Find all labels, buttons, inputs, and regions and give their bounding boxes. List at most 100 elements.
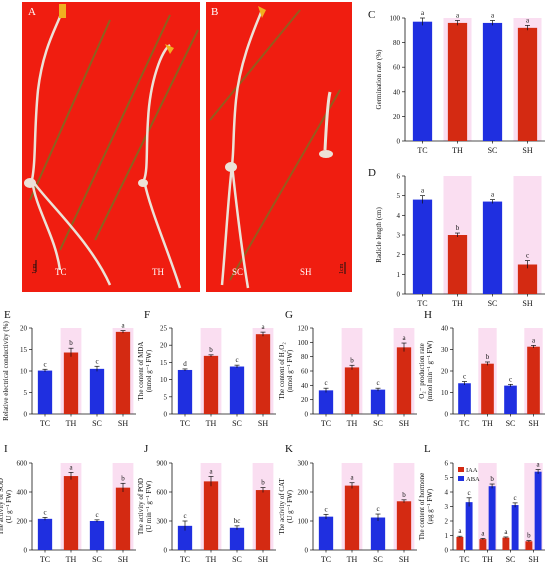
bar-c-1 <box>447 22 468 142</box>
ytick-label-d-3: 3 <box>397 232 401 240</box>
sig-letter-i-1: a <box>69 463 73 471</box>
ylabel2-h: (nmol min⁻¹ g⁻¹ FW) <box>426 340 434 401</box>
sig-letter-i-3: b <box>121 474 125 482</box>
sig-letter-j-2: bc <box>234 517 241 525</box>
ytick-label-l-2: 2 <box>445 518 449 526</box>
bar-h-1 <box>481 363 494 414</box>
xtick-label-k-2: SC <box>373 555 383 564</box>
seedling-sc <box>220 9 264 289</box>
ylabel-f: The content of MDA <box>137 342 145 401</box>
ytick-label-d-4: 4 <box>397 212 401 220</box>
legend-swatch-l-1 <box>458 476 464 481</box>
sig-letter-l-2-0: a <box>504 528 508 536</box>
sig-letter-f-2: c <box>235 356 238 364</box>
ylabel2-g: (nmol g⁻¹ FW) <box>286 349 294 392</box>
chart-j: 0 300 600 900 TC TH SC SH The activity of POD (U … <box>137 460 276 564</box>
xtick-label-c-0: TC <box>417 146 427 155</box>
xtick-label-d-3: SH <box>522 299 532 308</box>
xtick-label-e-1: TH <box>66 419 77 428</box>
sig-letter-l-1-0: a <box>481 529 485 537</box>
bar-l-0-0 <box>456 536 464 550</box>
xtick-label-j-3: SH <box>258 555 268 564</box>
sig-letter-l-2-1: c <box>514 494 517 502</box>
xtick-label-e-2: SC <box>92 419 102 428</box>
bar-c-3 <box>517 27 538 142</box>
ytick-label-h-1: 10 <box>441 389 449 397</box>
ytick-label-g-3: 60 <box>301 368 309 376</box>
bar-i-1 <box>63 476 79 550</box>
photo-label-th: TH <box>152 267 164 277</box>
photo-scale-a: 1cm <box>32 263 38 274</box>
panel-letter-l: L <box>424 443 431 455</box>
chart-l: 0 1 2 3 4 5 6 TC TH SC SH The content of hormone (μg… <box>418 460 545 564</box>
sig-letter-c-1: a <box>456 11 460 19</box>
bar-e-3 <box>115 331 131 414</box>
bar-j-1 <box>203 481 219 550</box>
ytick-label-j-2: 600 <box>157 489 168 497</box>
xtick-label-g-2: SC <box>373 419 383 428</box>
ytick-label-f-1: 5 <box>164 393 168 401</box>
sig-letter-d-3: c <box>526 252 529 260</box>
ytick-label-l-3: 3 <box>445 503 449 511</box>
ytick-label-h-4: 40 <box>441 325 449 333</box>
sig-letter-h-1: b <box>486 353 490 361</box>
xtick-label-k-1: TH <box>347 555 358 564</box>
seedling-tc <box>30 7 112 286</box>
sig-letter-l-0-0: a <box>458 527 462 535</box>
ylabel-j: The activity of POD <box>137 478 145 535</box>
bar-l-3-0 <box>525 541 533 550</box>
bar-l-1-0 <box>479 539 487 550</box>
sig-letter-h-2: c <box>509 375 512 383</box>
sig-letter-f-0: d <box>183 360 187 368</box>
bar-k-2 <box>370 517 386 550</box>
photo-panel-b: B SC SH 1cm <box>206 2 352 292</box>
xtick-label-l-2: SC <box>506 555 516 564</box>
bar-g-3 <box>396 347 412 414</box>
ytick-label-c-0: 0 <box>397 138 401 146</box>
xtick-label-g-0: TC <box>321 419 331 428</box>
ytick-label-f-2: 10 <box>160 376 168 384</box>
ylabel2-f: (nmol g⁻¹ FW) <box>145 349 153 392</box>
xtick-label-i-3: SH <box>118 555 128 564</box>
bar-f-2 <box>229 366 245 414</box>
panel-letter-c: C <box>368 9 375 21</box>
xtick-label-i-2: SC <box>92 555 102 564</box>
ytick-label-i-2: 400 <box>17 489 28 497</box>
xtick-label-d-0: TC <box>417 299 427 308</box>
ytick-label-g-2: 40 <box>301 382 309 390</box>
xtick-label-l-1: TH <box>482 555 493 564</box>
bar-e-2 <box>89 368 105 414</box>
ytick-label-i-1: 200 <box>17 518 28 526</box>
ytick-label-f-0: 0 <box>164 411 168 419</box>
ytick-label-i-0: 0 <box>24 547 28 555</box>
legend-swatch-l-0 <box>458 467 464 472</box>
bar-f-1 <box>203 355 219 414</box>
bar-f-0 <box>177 369 193 414</box>
ytick-label-e-4: 20 <box>20 325 28 333</box>
ylabel-e: Relative electrical conductivity (%) <box>2 320 10 420</box>
panel-letter-e: E <box>4 309 11 321</box>
bar-f-3 <box>255 334 271 414</box>
bar-e-0 <box>37 370 53 414</box>
panel-letter-j: J <box>144 443 149 455</box>
ylabel-c: Germination rate (%) <box>375 49 383 110</box>
ytick-label-c-2: 40 <box>393 88 401 96</box>
panel-letter-k: K <box>285 443 293 455</box>
seedling-sh <box>323 91 332 151</box>
sig-letter-i-2: c <box>95 511 98 519</box>
ytick-label-k-0: 0 <box>305 547 309 555</box>
sig-letter-k-0: c <box>324 505 327 513</box>
bar-i-2 <box>89 521 105 550</box>
ytick-label-d-5: 5 <box>397 192 401 200</box>
sig-letter-l-1-1: b <box>490 475 494 483</box>
sig-letter-l-3-1: a <box>537 461 541 469</box>
sig-letter-c-0: a <box>421 9 425 17</box>
bar-i-0 <box>37 518 53 550</box>
sig-letter-d-1: b <box>456 224 460 232</box>
chart-g: 0 20 40 60 80 100 120 TC TH SC SH The content of H₂… <box>278 325 417 428</box>
sig-letter-k-2: c <box>376 505 379 513</box>
sig-letter-k-3: b <box>402 491 406 499</box>
bar-g-2 <box>370 389 386 414</box>
bar-d-0 <box>412 199 433 294</box>
bar-k-0 <box>318 516 334 550</box>
